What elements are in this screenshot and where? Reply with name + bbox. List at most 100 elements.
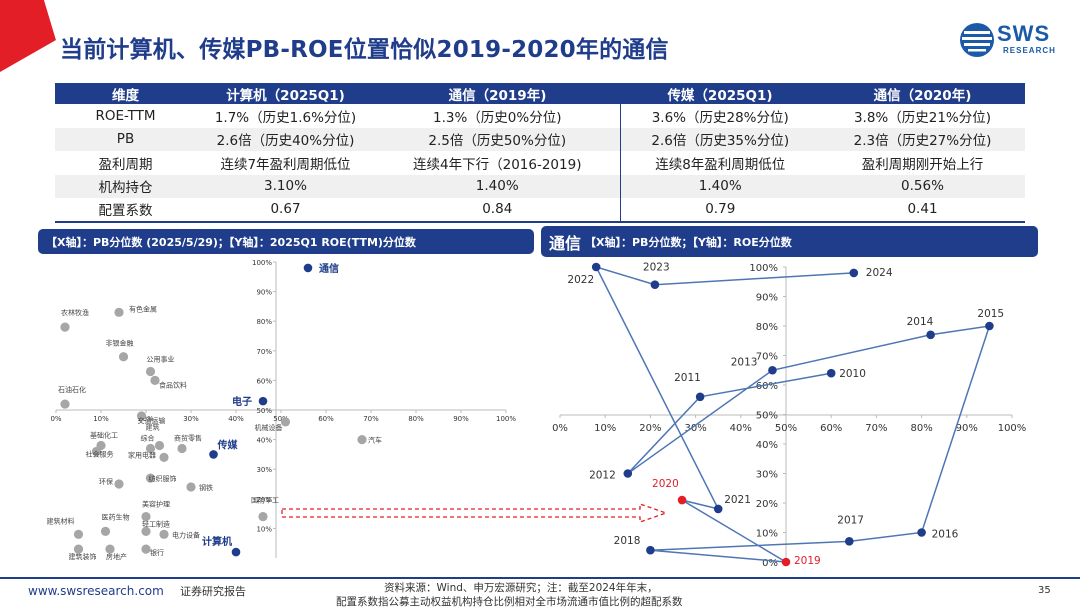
scatter-point-label: 美容护理 xyxy=(142,500,170,509)
trajectory-point xyxy=(646,545,655,555)
x-tick-label: 90% xyxy=(956,423,978,434)
x-tick-label: 70% xyxy=(363,415,379,423)
scatter-point-label: 通信 xyxy=(319,262,339,275)
table-cell: 2.3倍（历史27%分位) xyxy=(820,127,1025,151)
table-cell: 连续7年盈利周期低位 xyxy=(220,156,351,173)
trajectory-point-label: 2013 xyxy=(731,356,758,368)
scatter-point xyxy=(136,411,147,421)
table-cell: 0.84 xyxy=(375,198,620,223)
footer-source-note: 资料来源：Wind、申万宏源研究；注：截至2024年年末， 配置系数指公募主动权… xyxy=(336,581,806,608)
scatter-point xyxy=(118,352,129,362)
x-tick-label: 100% xyxy=(998,423,1027,434)
x-tick-label: 20% xyxy=(138,415,154,423)
trajectory-point-label: 2012 xyxy=(589,470,616,482)
x-tick-label: 40% xyxy=(228,415,244,423)
x-tick-label: 70% xyxy=(865,423,887,434)
table-cell: 盈利周期 xyxy=(98,156,153,173)
trajectory-point xyxy=(844,537,854,546)
footer-website-link[interactable]: www.swsresearch.com xyxy=(28,584,164,598)
trajectory-point xyxy=(591,262,601,272)
scatter-point xyxy=(60,322,70,332)
trajectory-point xyxy=(650,280,660,289)
scatter-point-label: 传媒 xyxy=(217,438,239,451)
table-cell: ROE-TTM xyxy=(95,107,156,124)
y-tick-label: 0% xyxy=(762,558,778,569)
footer-source-line: 资料来源：Wind、申万宏源研究；注：截至2024年年末， xyxy=(384,582,658,594)
y-tick-label: 10% xyxy=(256,525,272,533)
scatter-point xyxy=(154,440,165,451)
scatter-point-label: 食品饮料 xyxy=(159,380,187,389)
y-tick-label: 10% xyxy=(756,529,778,540)
scatter-point-label: 建筑 xyxy=(146,423,160,432)
trajectory-point xyxy=(768,365,777,375)
y-tick-label: 70% xyxy=(256,348,272,356)
trajectory-point xyxy=(985,321,994,331)
scatter-point xyxy=(73,544,84,554)
y-tick-label: 40% xyxy=(256,437,272,445)
table-cell: 配置系数 xyxy=(55,198,196,223)
scatter-point-label: 非银金融 xyxy=(106,339,134,348)
table-cell: 1.40% xyxy=(619,174,820,198)
trajectory-point xyxy=(623,469,633,478)
table-row: 配置系数 0.67 0.84 0.79 0.41 xyxy=(55,198,1025,223)
scatter-point-label: 农林牧渔 xyxy=(61,308,89,317)
y-tick-label: 80% xyxy=(756,322,778,333)
table-row: 机构持仓 3.10% 1.40% 1.40% 0.56% xyxy=(55,174,1025,198)
x-tick-label: 0% xyxy=(552,423,568,434)
scatter-point xyxy=(91,446,102,457)
footer-divider xyxy=(0,577,1080,579)
table-row: 盈利周期 连续7年盈利周期低位 连续4年下行（2016-2019) 连续8年盈利… xyxy=(55,151,1025,175)
scatter-point xyxy=(258,396,268,406)
table-cell: 0.79 xyxy=(619,198,820,223)
scatter-point-label: 钢铁 xyxy=(199,483,213,492)
y-tick-label: 90% xyxy=(756,293,778,304)
scatter-point xyxy=(177,443,187,454)
scatter-point-label: 电力设备 xyxy=(172,530,200,539)
scatter-point-label: 计算机 xyxy=(202,535,232,548)
red-corner-decoration xyxy=(0,0,56,72)
telecom-trajectory-chart: 0% 10% 20% 30% 40% 50% 60% 70% 80% 90% 100% 0% 10% 20… xyxy=(552,262,1027,569)
table-header-cell: 通信（2019年) xyxy=(375,83,620,104)
table-cell: 0.56% xyxy=(820,174,1025,198)
scatter-point xyxy=(60,399,70,409)
trajectory-point-label: 2019 xyxy=(794,555,821,567)
left-chart-header: 【X轴】：PB分位数 (2025/5/29)；【Y轴】：2025Q1 ROE(T… xyxy=(38,229,534,254)
x-tick-label: 50% xyxy=(775,423,797,434)
y-tick-label: 70% xyxy=(756,352,778,363)
trajectory-point-label: 2022 xyxy=(567,274,594,286)
comparison-table: 维度 计算机（2025Q1) 通信（2019年) 传媒（2025Q1) 通信（2… xyxy=(55,83,1025,223)
scatter-point xyxy=(186,482,196,492)
y-tick-label: 30% xyxy=(256,466,272,474)
scatter-point-label: 商贸零售 xyxy=(174,433,202,442)
x-tick-label: 10% xyxy=(93,415,109,423)
table-cell: 0.41 xyxy=(820,198,1025,223)
x-tick-label: 90% xyxy=(453,415,469,423)
y-tick-label: 60% xyxy=(256,377,272,385)
table-row: ROE-TTM 1.7%（历史1.6%分位) 1.3%（历史0%分位) 3.6%… xyxy=(55,104,1025,128)
scatter-point xyxy=(145,473,156,483)
logo-subtext: RESEARCH xyxy=(1003,46,1056,55)
table-cell: 连续4年下行（2016-2019) xyxy=(413,156,582,173)
x-tick-label: 60% xyxy=(820,423,842,434)
x-tick-label: 30% xyxy=(183,415,199,423)
table-cell: 1.7%（历史1.6%分位) xyxy=(214,109,357,126)
table-cell: 1.40% xyxy=(375,174,620,198)
trajectory-point-label: 2014 xyxy=(907,316,934,328)
table-cell: PB xyxy=(55,127,196,151)
scatter-point xyxy=(141,511,151,522)
scatter-point xyxy=(159,452,169,462)
x-tick-label: 20% xyxy=(639,423,661,434)
scatter-point xyxy=(141,526,151,536)
scatter-point-label: 电子 xyxy=(232,395,252,408)
industry-scatter-chart: 0% 10% 20% 30% 40% 50% 60% 70% 80% 90% 100% 10% 20% 3… xyxy=(47,259,517,561)
footer-report-label: 证券研究报告 xyxy=(180,585,246,598)
table-cell: 连续8年盈利周期低位 xyxy=(619,151,820,175)
scatter-point-label: 汽车 xyxy=(368,436,382,445)
scatter-point-label: 房地产 xyxy=(106,552,127,561)
scatter-point-label: 交通运输 xyxy=(138,416,166,425)
table-header-cell: 计算机（2025Q1) xyxy=(196,83,375,104)
table-row: PB 2.6倍（历史40%分位) 2.5倍（历史50%分位) 2.6倍（历史35… xyxy=(55,127,1025,151)
y-tick-label: 60% xyxy=(756,381,778,392)
trajectory-point xyxy=(677,495,687,505)
